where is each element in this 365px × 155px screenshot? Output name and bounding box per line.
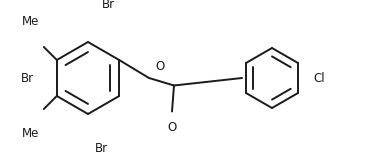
Text: Cl: Cl (314, 71, 325, 84)
Text: O: O (155, 60, 164, 73)
Text: Me: Me (22, 127, 39, 140)
Text: O: O (168, 121, 177, 134)
Text: Br: Br (95, 142, 108, 155)
Text: Br: Br (20, 71, 34, 84)
Text: Br: Br (102, 0, 115, 11)
Text: Me: Me (22, 15, 39, 28)
